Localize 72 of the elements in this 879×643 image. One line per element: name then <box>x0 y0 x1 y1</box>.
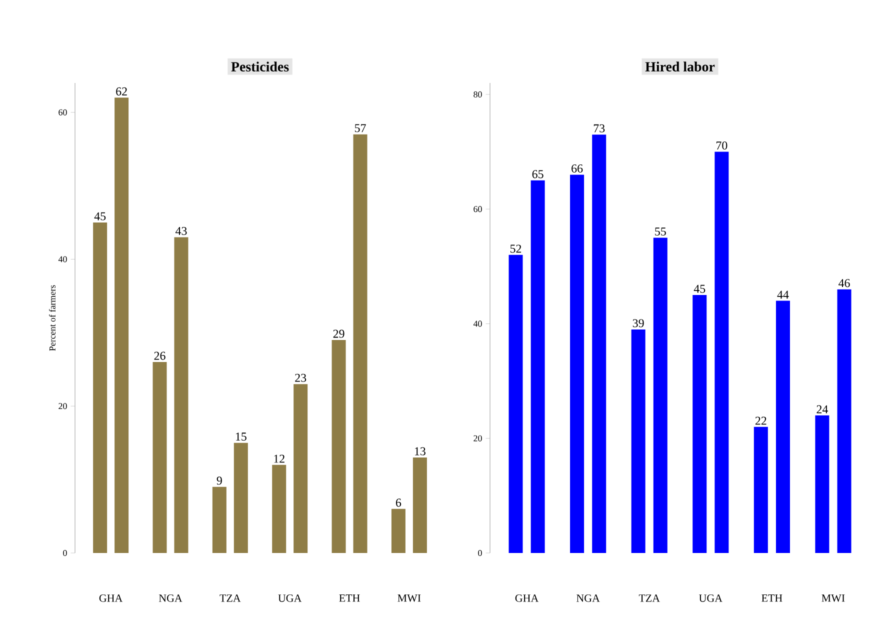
y-tick-label: 80 <box>474 91 482 98</box>
data-label: 44 <box>777 290 789 299</box>
bar <box>837 289 852 553</box>
y-tick-label: 60 <box>474 206 482 212</box>
bar <box>815 415 830 553</box>
data-label: 29 <box>333 330 344 338</box>
bar <box>332 340 346 553</box>
data-label: 45 <box>94 212 106 220</box>
y-axis-title: Percent of farmers <box>49 285 56 351</box>
data-label: 46 <box>838 279 850 288</box>
bar <box>114 98 129 553</box>
y-tick-label: 0 <box>478 550 482 556</box>
bar <box>508 254 523 553</box>
data-label: 73 <box>594 124 605 132</box>
bar <box>212 486 226 553</box>
y-tick-label: 20 <box>58 403 67 410</box>
bar <box>692 295 707 553</box>
data-label: 26 <box>154 352 166 360</box>
data-label: 55 <box>655 228 666 236</box>
data-label: 12 <box>274 454 284 463</box>
y-tick-label: 0 <box>63 550 67 556</box>
x-tick-label: TZA <box>638 594 660 602</box>
chart-title: Pesticides <box>231 62 289 72</box>
x-tick-label: MWI <box>398 594 421 602</box>
bar <box>272 464 286 553</box>
bar <box>234 442 248 553</box>
bar <box>412 458 427 553</box>
x-tick-label: GHA <box>99 594 123 602</box>
bar <box>592 134 606 553</box>
bar <box>776 300 790 553</box>
bar <box>93 222 108 553</box>
bar <box>570 174 584 553</box>
y-tick-label: 20 <box>474 435 482 442</box>
bar <box>294 384 308 553</box>
data-label: 43 <box>175 226 187 235</box>
data-label: 52 <box>510 244 522 253</box>
data-label: 62 <box>116 87 127 96</box>
x-tick-label: UGA <box>278 594 302 602</box>
x-tick-label: TZA <box>220 594 241 602</box>
x-tick-label: NGA <box>576 594 600 602</box>
bar <box>391 508 406 553</box>
data-label: 9 <box>216 476 222 485</box>
x-tick-label: NGA <box>158 594 182 602</box>
bar <box>714 152 729 553</box>
data-label: 23 <box>295 374 306 382</box>
bar <box>754 426 768 553</box>
x-tick-label: UGA <box>699 594 722 602</box>
bar <box>152 362 167 553</box>
data-label: 13 <box>415 447 426 456</box>
bar <box>653 238 668 553</box>
bar <box>631 329 646 553</box>
bar <box>530 180 545 553</box>
data-label: 24 <box>816 405 828 414</box>
x-tick-label: ETH <box>339 594 360 602</box>
bar <box>353 134 368 553</box>
x-tick-label: MWI <box>822 594 845 602</box>
bar <box>174 237 188 553</box>
y-tick-label: 40 <box>58 256 67 262</box>
data-label: 65 <box>532 170 544 178</box>
data-label: 45 <box>694 284 706 293</box>
data-label: 66 <box>572 164 583 172</box>
data-label: 15 <box>236 432 246 441</box>
data-label: 6 <box>396 498 402 507</box>
data-label: 70 <box>716 141 728 150</box>
x-tick-label: ETH <box>762 594 782 602</box>
data-label: 39 <box>632 319 644 328</box>
chart-title: Hired labor <box>645 62 715 72</box>
data-label: 57 <box>354 124 366 132</box>
y-tick-label: 60 <box>58 109 67 116</box>
y-tick-label: 40 <box>473 320 482 327</box>
data-label: 22 <box>755 416 766 425</box>
x-tick-label: GHA <box>515 594 539 602</box>
